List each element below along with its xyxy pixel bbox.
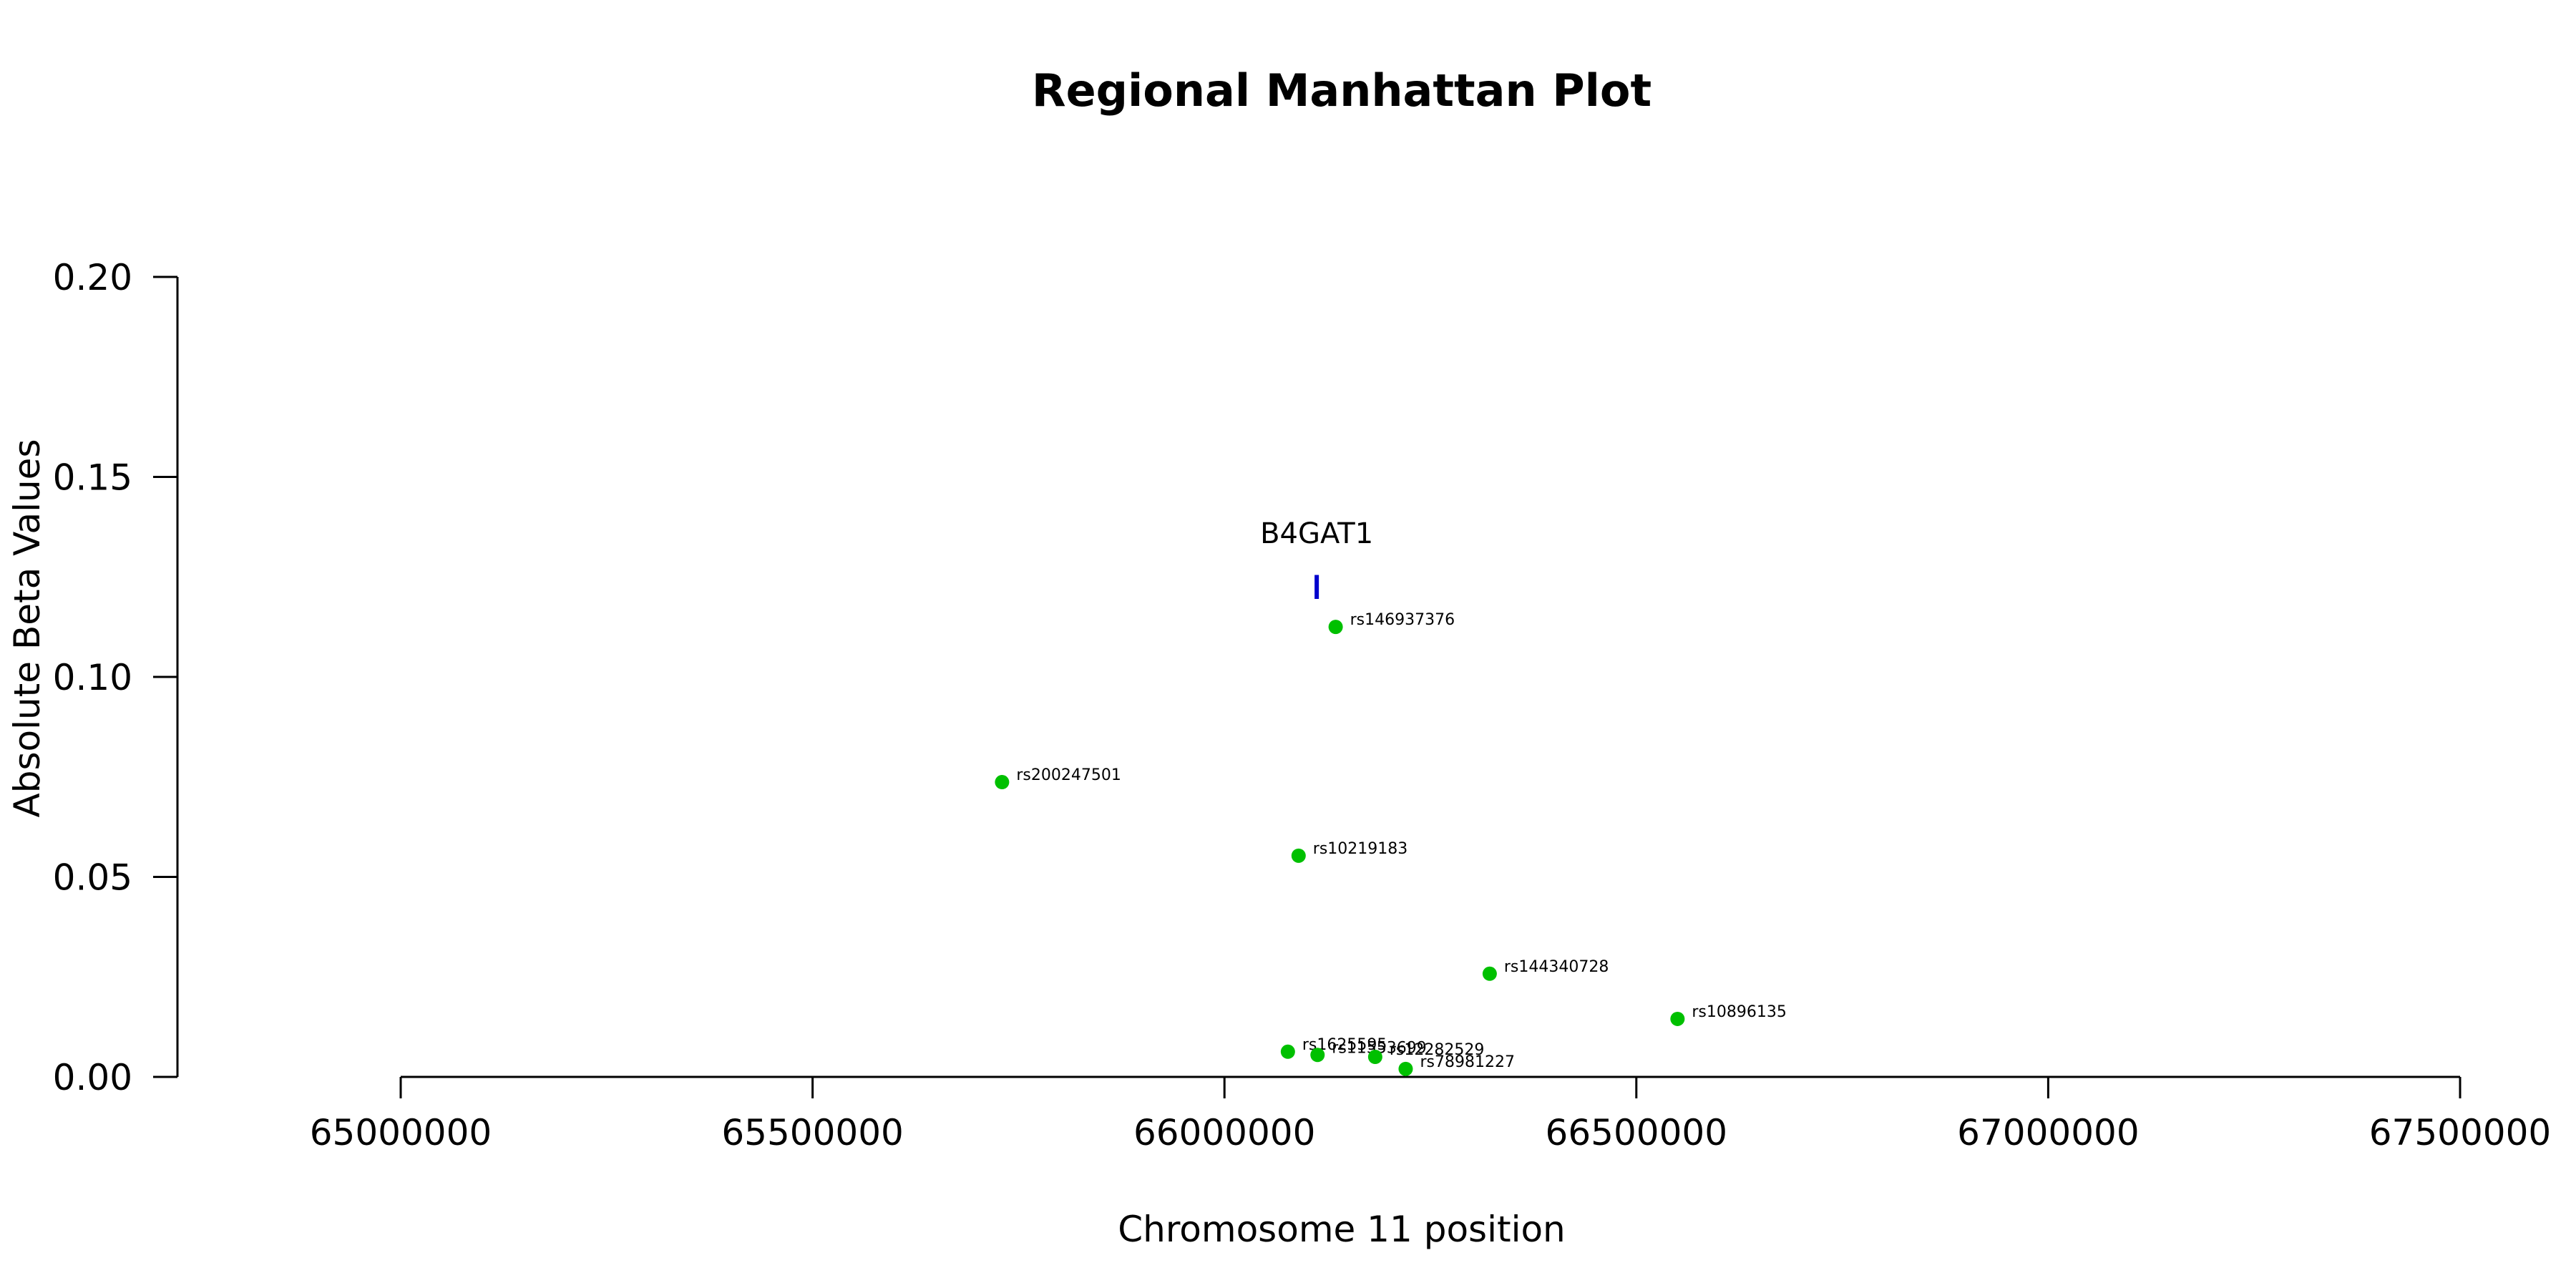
y-tick-label: 0.05	[53, 857, 132, 899]
y-axis-title: Absolute Beta Values	[6, 439, 48, 818]
snp-point	[1670, 1011, 1685, 1026]
snp-label: rs144340728	[1504, 958, 1609, 976]
y-tick-label: 0.15	[53, 457, 132, 499]
y-tick-label: 0.10	[53, 657, 132, 698]
x-axis-title: Chromosome 11 position	[1118, 1209, 1566, 1250]
snp-point	[1482, 966, 1497, 981]
snp-point	[995, 775, 1010, 790]
y-tick-label: 0.20	[53, 257, 132, 298]
chart-title: Regional Manhattan Plot	[1032, 64, 1652, 117]
x-tick-label: 67000000	[1957, 1112, 2140, 1153]
snp-label: rs12282529	[1390, 1041, 1484, 1059]
x-tick-label: 65500000	[721, 1112, 904, 1153]
x-tick-label: 66000000	[1133, 1112, 1316, 1153]
snp-point	[1367, 1050, 1382, 1065]
gene-label: B4GAT1	[1260, 517, 1373, 550]
y-tick-label: 0.00	[53, 1057, 132, 1098]
snp-label: rs10896135	[1692, 1003, 1786, 1021]
snp-point	[1310, 1048, 1325, 1063]
snp-points: rs146937376 rs200247501 rs10219183 rs144340…	[995, 611, 1787, 1076]
x-axis: 65000000 65500000 66000000 66500000 67000000…	[310, 1075, 2552, 1153]
snp-point	[1398, 1061, 1413, 1076]
x-tick-label: 66500000	[1546, 1112, 1728, 1153]
x-tick-label: 65000000	[310, 1112, 492, 1153]
snp-point	[1328, 620, 1343, 635]
snp-label: rs200247501	[1016, 766, 1121, 784]
x-tick-label: 67500000	[2369, 1112, 2552, 1153]
snp-point	[1280, 1044, 1295, 1059]
snp-label: rs10219183	[1313, 840, 1407, 858]
gene-layer: B4GAT1	[1260, 517, 1373, 599]
snp-label: rs146937376	[1350, 611, 1455, 629]
y-axis: 0.00 0.05 0.10 0.15 0.20	[53, 257, 179, 1098]
snp-point	[1291, 848, 1306, 863]
snp-label: rs78981227	[1420, 1053, 1514, 1071]
